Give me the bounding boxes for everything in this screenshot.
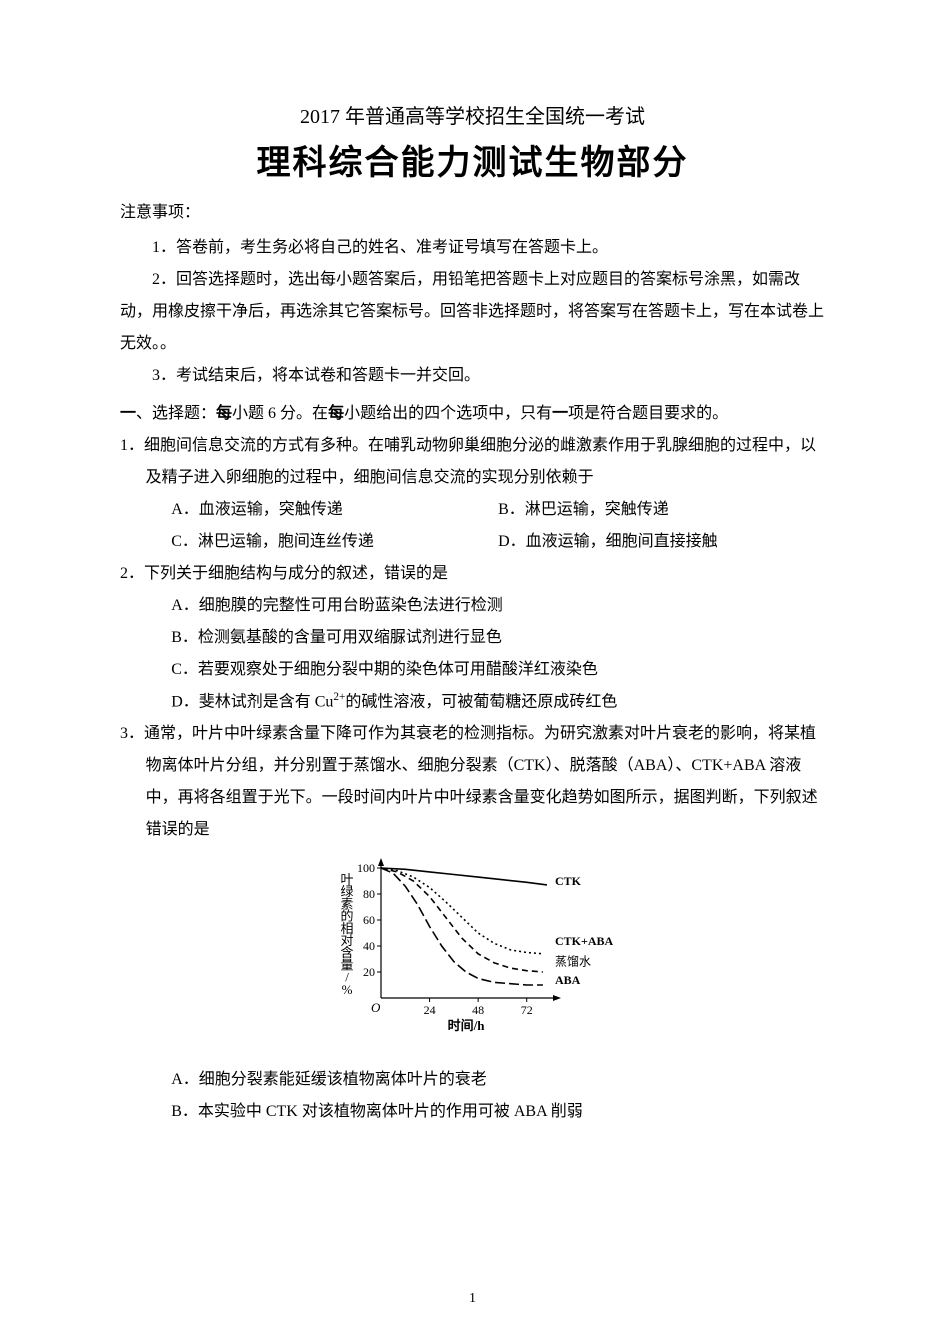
svg-text:CTK: CTK <box>555 874 582 888</box>
page-number: 1 <box>0 1291 945 1307</box>
section-bold: 一 <box>552 405 568 422</box>
svg-text:CTK+ABA: CTK+ABA <box>555 934 613 948</box>
option-a: A．细胞分裂素能延缓该植物离体叶片的衰老 <box>171 1064 825 1096</box>
svg-text:40: 40 <box>363 939 375 953</box>
section-text: 小题 6 分。在 <box>232 405 328 422</box>
svg-text:蒸馏水: 蒸馏水 <box>555 955 591 969</box>
superscript: 2+ <box>333 691 345 703</box>
svg-text:O: O <box>371 1000 381 1015</box>
svg-text:80: 80 <box>363 887 375 901</box>
question-2: 2．下列关于细胞结构与成分的叙述，错误的是 A．细胞膜的完整性可用台盼蓝染色法进… <box>120 558 825 718</box>
svg-text:60: 60 <box>363 913 375 927</box>
question-stem: 3．通常，叶片中叶绿素含量下降可作为其衰老的检测指标。为研究激素对叶片衰老的影响… <box>120 718 825 846</box>
notice-item: 1．答卷前，考生务必将自己的姓名、准考证号填写在答题卡上。 <box>120 232 825 264</box>
options: A．细胞分裂素能延缓该植物离体叶片的衰老 B．本实验中 CTK 对该植物离体叶片… <box>120 1064 825 1128</box>
question-3: 3．通常，叶片中叶绿素含量下降可作为其衰老的检测指标。为研究激素对叶片衰老的影响… <box>120 718 825 1128</box>
section-text: 、选择题： <box>136 405 216 422</box>
options: A．细胞膜的完整性可用台盼蓝染色法进行检测 B．检测氨基酸的含量可用双缩脲试剂进… <box>120 590 825 718</box>
option-d-post: 的碱性溶液，可被葡萄糖还原成砖红色 <box>345 693 617 710</box>
svg-text:ABA: ABA <box>555 973 581 987</box>
chart-svg: 20406080100244872O叶绿素的相对含量/%时间/hCTKCTK+A… <box>333 854 613 1054</box>
notice-item: 3．考试结束后，将本试卷和答题卡一并交回。 <box>120 360 825 392</box>
svg-text:100: 100 <box>357 861 375 875</box>
exam-page: 2017 年普通高等学校招生全国统一考试 理科综合能力测试生物部分 注意事项： … <box>0 0 945 1337</box>
option-a: A．细胞膜的完整性可用台盼蓝染色法进行检测 <box>171 590 825 622</box>
question-stem: 2．下列关于细胞结构与成分的叙述，错误的是 <box>120 558 825 590</box>
svg-text:48: 48 <box>472 1003 484 1017</box>
exam-subtitle: 2017 年普通高等学校招生全国统一考试 <box>120 100 825 129</box>
question-stem: 1．细胞间信息交流的方式有多种。在哺乳动物卵巢细胞分泌的雌激素作用于乳腺细胞的过… <box>120 430 825 494</box>
exam-title: 理科综合能力测试生物部分 <box>120 135 825 184</box>
chlorophyll-chart: 20406080100244872O叶绿素的相对含量/%时间/hCTKCTK+A… <box>120 854 825 1054</box>
section-header: 一、选择题：每小题 6 分。在每小题给出的四个选项中，只有一项是符合题目要求的。 <box>120 398 825 430</box>
option-a: A．血液运输，突触传递 <box>171 494 498 526</box>
section-bold: 每 <box>216 405 232 422</box>
option-d-pre: D．斐林试剂是含有 Cu <box>171 693 333 710</box>
svg-text:时间/h: 时间/h <box>447 1018 485 1033</box>
option-c: C．若要观察处于细胞分裂中期的染色体可用醋酸洋红液染色 <box>171 654 825 686</box>
question-1: 1．细胞间信息交流的方式有多种。在哺乳动物卵巢细胞分泌的雌激素作用于乳腺细胞的过… <box>120 430 825 558</box>
svg-text:24: 24 <box>423 1003 435 1017</box>
svg-text:20: 20 <box>363 965 375 979</box>
notice-item: 2．回答选择题时，选出每小题答案后，用铅笔把答题卡上对应题目的答案标号涂黑，如需… <box>120 264 825 360</box>
section-text: 小题给出的四个选项中，只有 <box>344 405 552 422</box>
options: A．血液运输，突触传递 B．淋巴运输，突触传递 C．淋巴运输，胞间连丝传递 D．… <box>120 494 825 558</box>
option-d: D．斐林试剂是含有 Cu2+的碱性溶液，可被葡萄糖还原成砖红色 <box>171 686 825 718</box>
option-c: C．淋巴运输，胞间连丝传递 <box>171 526 498 558</box>
svg-text:72: 72 <box>520 1003 532 1017</box>
option-b: B．淋巴运输，突触传递 <box>498 494 825 526</box>
option-b: B．检测氨基酸的含量可用双缩脲试剂进行显色 <box>171 622 825 654</box>
option-b: B．本实验中 CTK 对该植物离体叶片的作用可被 ABA 削弱 <box>171 1096 825 1128</box>
notice-label: 注意事项： <box>120 198 825 222</box>
svg-text:%: % <box>341 982 352 997</box>
section-bold: 一 <box>120 405 136 422</box>
option-d: D．血液运输，细胞间直接接触 <box>498 526 825 558</box>
section-bold: 每 <box>328 405 344 422</box>
section-text: 项是符合题目要求的。 <box>568 405 728 422</box>
